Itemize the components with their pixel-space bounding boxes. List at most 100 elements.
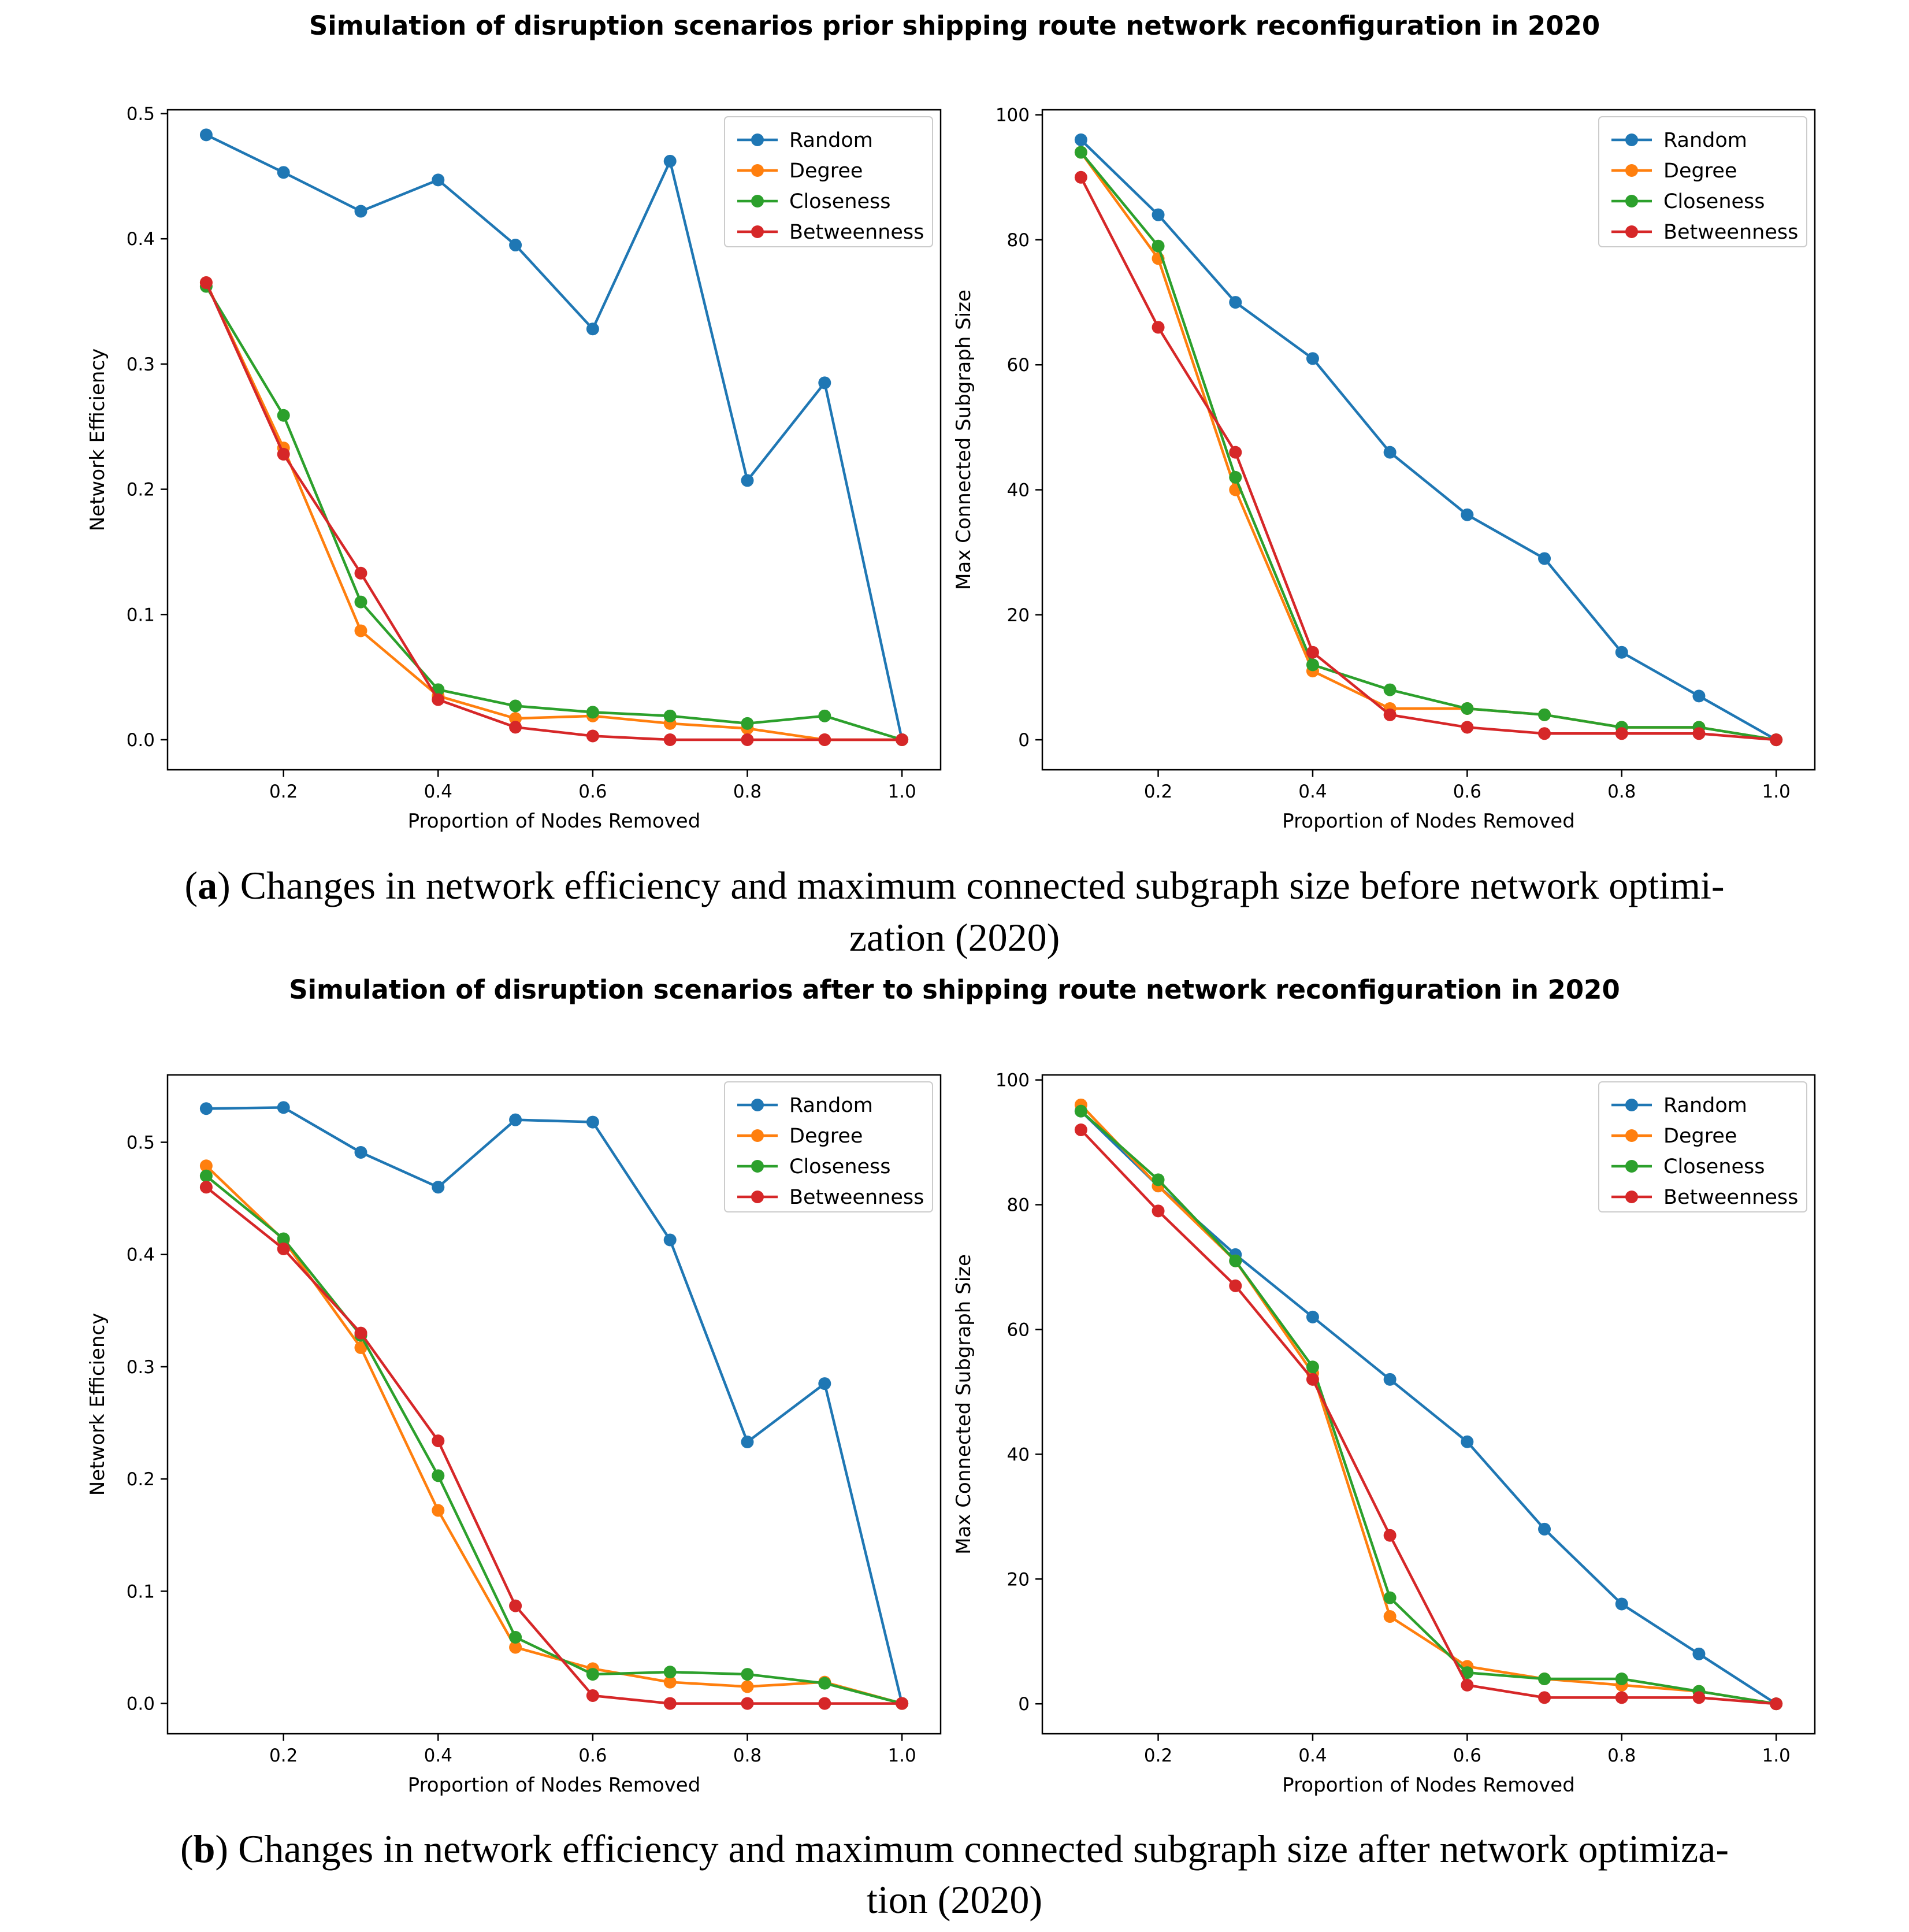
y-axis-label: Network Efficiency (86, 1313, 109, 1496)
data-point-closeness (277, 409, 290, 422)
x-axis-label: Proportion of Nodes Removed (408, 810, 701, 833)
data-point-closeness (1461, 702, 1474, 715)
y-axis-label: Max Connected Subgraph Size (952, 1254, 975, 1555)
x-tick-label: 1.0 (1762, 1745, 1790, 1766)
y-tick-label: 80 (1007, 1195, 1030, 1216)
y-tick-label: 0.4 (127, 1245, 155, 1266)
y-tick-label: 0.5 (127, 104, 155, 125)
data-point-random (277, 1101, 290, 1114)
legend-label-degree: Degree (789, 1125, 863, 1148)
y-tick-label: 0.0 (127, 1694, 155, 1715)
legend-label-degree: Degree (789, 160, 863, 183)
data-point-betweenness (1152, 321, 1165, 334)
axes-frame (166, 109, 942, 771)
data-point-closeness (199, 1169, 213, 1182)
data-point-betweenness (663, 1697, 677, 1710)
data-point-closeness (586, 1668, 599, 1681)
series-line-closeness (1080, 151, 1777, 741)
data-point-random (663, 1233, 677, 1247)
data-point-betweenness (1692, 1691, 1706, 1704)
data-point-closeness (1306, 1360, 1319, 1374)
axes-frame (166, 1074, 942, 1735)
data-point-random (586, 322, 599, 336)
data-point-betweenness (1615, 1691, 1628, 1704)
data-point-random (1692, 689, 1706, 703)
data-point-random (1461, 508, 1474, 521)
data-point-betweenness (199, 1181, 213, 1194)
series-line-betweenness (1080, 1129, 1777, 1705)
data-point-closeness (1538, 1673, 1551, 1685)
data-point-degree (741, 1680, 754, 1693)
data-point-random (741, 474, 754, 487)
series-line-random (206, 1106, 904, 1704)
data-point-random (1461, 1435, 1474, 1448)
data-point-random (1615, 646, 1628, 659)
legend-box (724, 116, 933, 247)
series-line-betweenness (205, 282, 902, 741)
y-axis-label: Network Efficiency (86, 348, 109, 532)
series-line-degree (205, 1165, 902, 1705)
data-point-random (509, 239, 522, 252)
legend-marker-betweenness (1625, 1191, 1638, 1203)
data-point-random (432, 173, 445, 187)
data-point-betweenness (1770, 733, 1783, 747)
data-point-random (277, 166, 290, 179)
data-point-closeness (741, 1668, 754, 1681)
chart-b-subgraph: 0.2 0.4 0.6 0.8 1.0 0 20 40 60 80 100 Proportion of… (952, 1070, 1816, 1797)
data-point-betweenness (741, 733, 754, 746)
series-line-random (205, 134, 904, 740)
series-line-betweenness (1079, 176, 1777, 741)
data-point-betweenness (741, 1697, 754, 1710)
y-tick-label: 0 (1018, 730, 1030, 751)
chart-a-subgraph: 0.2 0.4 0.6 0.8 1.0 0 20 40 60 80 100 Proportion of… (952, 105, 1816, 833)
y-tick-label: 100 (996, 1070, 1030, 1091)
suptitle-a: Simulation of disruption scenarios prior… (309, 10, 1600, 41)
caption-a-line2: zation (2020) (849, 915, 1060, 959)
data-point-closeness (663, 1666, 677, 1679)
series-line-random (1080, 139, 1777, 741)
data-point-degree (354, 1341, 367, 1354)
data-point-closeness (509, 699, 522, 713)
legend-marker-degree (751, 164, 764, 177)
data-point-betweenness (1152, 1204, 1165, 1218)
data-point-betweenness (432, 1434, 445, 1448)
y-tick-label: 80 (1007, 230, 1030, 251)
data-point-random (1383, 446, 1397, 459)
data-point-degree (199, 1159, 213, 1173)
legend-label-closeness: Closeness (1663, 190, 1765, 213)
series-line-betweenness (205, 1186, 902, 1705)
y-tick-label: 0.2 (127, 480, 155, 500)
legend-marker-random (751, 1099, 764, 1111)
legend-marker-closeness (751, 1160, 764, 1173)
caption-a-text: Changes in network efficiency and maximu… (240, 863, 1725, 907)
data-point-random (1538, 1522, 1551, 1536)
data-point-closeness (1615, 1673, 1628, 1685)
x-tick-label: 0.6 (578, 781, 607, 802)
data-point-closeness (1383, 683, 1397, 696)
data-point-random (1538, 552, 1551, 565)
y-tick-label: 60 (1007, 1319, 1030, 1340)
legend-marker-betweenness (1625, 225, 1638, 238)
data-point-random (663, 154, 677, 168)
caption-a-letter: a (198, 863, 217, 907)
data-point-degree (354, 624, 367, 637)
x-tick-label: 0.6 (1453, 781, 1481, 802)
x-tick-label: 0.8 (733, 1745, 762, 1766)
legend-marker-closeness (1625, 1160, 1638, 1173)
caption-b-text: Changes in network efficiency and maximu… (238, 1827, 1729, 1871)
data-point-random (1306, 1310, 1319, 1323)
y-tick-label: 0.2 (127, 1469, 155, 1490)
legend-marker-random (1625, 1099, 1638, 1111)
suptitle-b: Simulation of disruption scenarios after… (289, 974, 1620, 1005)
x-tick-label: 1.0 (887, 1745, 916, 1766)
data-point-random (818, 1377, 831, 1390)
y-tick-label: 0.5 (127, 1133, 155, 1154)
data-point-closeness (663, 709, 677, 722)
legend-label-closeness: Closeness (789, 190, 891, 213)
data-point-betweenness (663, 733, 677, 746)
data-point-betweenness (1770, 1697, 1783, 1711)
x-tick-label: 1.0 (887, 781, 916, 802)
legend-marker-degree (751, 1129, 764, 1142)
x-tick-label: 0.2 (1144, 781, 1172, 802)
